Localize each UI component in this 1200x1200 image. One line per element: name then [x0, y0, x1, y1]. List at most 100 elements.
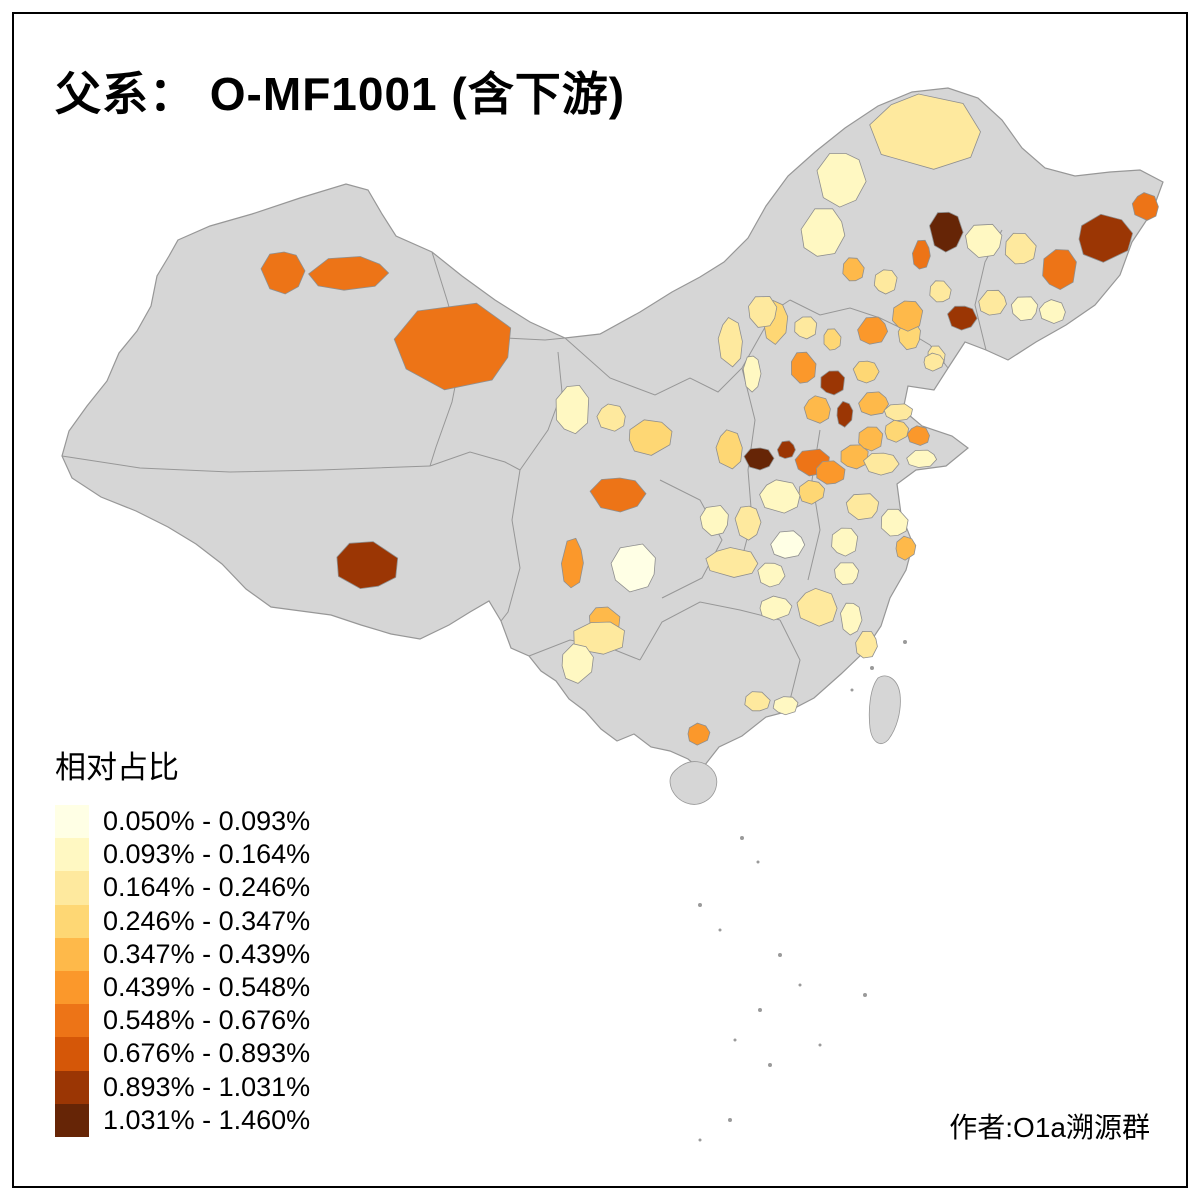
border-line	[789, 299, 949, 369]
map-region	[715, 429, 743, 470]
map-region	[895, 535, 917, 561]
map-region	[803, 395, 831, 424]
legend-item: 0.246% - 0.347%	[55, 904, 311, 938]
legend-title: 相对占比	[55, 750, 179, 785]
map-region	[628, 419, 673, 456]
legend-label: 0.548% - 0.676%	[103, 1005, 311, 1036]
legend-item: 0.050% - 0.093%	[55, 805, 311, 839]
islands	[669, 675, 901, 805]
page-title: 父系： O-MF1001 (含下游)	[55, 68, 626, 120]
border-line	[519, 351, 563, 471]
legend-label: 0.347% - 0.439%	[103, 938, 311, 969]
legend-label: 0.050% - 0.093%	[103, 806, 311, 837]
map-region	[840, 444, 869, 470]
map-region	[965, 223, 1003, 258]
sea-islands	[698, 640, 907, 1142]
map-region	[393, 302, 512, 391]
map-region	[800, 208, 846, 257]
border-line	[500, 469, 521, 622]
map-region	[742, 355, 762, 393]
author-credit: 作者:O1a溯源群	[949, 1112, 1150, 1143]
map-region	[759, 479, 801, 514]
legend-label: 0.439% - 0.548%	[103, 972, 311, 1003]
map-region	[560, 537, 584, 589]
border-line	[61, 455, 431, 473]
map-region	[891, 300, 924, 332]
hainan-island	[669, 761, 718, 805]
map-region	[929, 280, 952, 303]
legend-swatch	[55, 871, 89, 905]
map-region	[596, 403, 626, 432]
legend-swatch	[55, 1103, 89, 1137]
map-region	[794, 316, 818, 340]
map-region	[776, 440, 796, 459]
map-region	[857, 316, 889, 345]
map-region	[820, 370, 846, 396]
map-region	[845, 493, 880, 521]
legend-label: 0.246% - 0.347%	[103, 905, 311, 936]
map-region	[798, 479, 826, 505]
map-region	[823, 328, 842, 351]
map-region	[816, 460, 846, 485]
legend-item: 0.164% - 0.246%	[55, 871, 310, 905]
legend-item: 0.439% - 0.548%	[55, 970, 311, 1005]
map-region	[1131, 192, 1159, 221]
map-region	[770, 530, 806, 559]
map-region	[561, 643, 594, 684]
legend-item: 0.676% - 0.893%	[55, 1037, 311, 1071]
map-region	[336, 541, 399, 590]
map-region	[717, 316, 743, 368]
map-region	[869, 93, 981, 170]
map-region	[759, 595, 793, 621]
legend-swatch	[55, 1004, 89, 1038]
choropleth-regions	[260, 93, 1159, 746]
map-region	[852, 360, 880, 384]
map-region	[911, 239, 931, 270]
map-region	[836, 400, 854, 428]
legend-swatch	[55, 904, 89, 938]
map-region	[555, 384, 590, 435]
map-region	[831, 527, 859, 557]
map-region	[1010, 296, 1039, 322]
legend: 相对占比 0.050% - 0.093% 0.093% - 0.164% 0.1…	[55, 742, 310, 1137]
map-region	[790, 351, 817, 384]
map-region	[842, 257, 865, 282]
legend-label: 0.093% - 0.164%	[103, 839, 311, 870]
map-region	[589, 477, 647, 513]
map-region	[880, 508, 909, 537]
border-line	[639, 601, 781, 661]
legend-item: 0.893% - 1.031%	[55, 1070, 311, 1104]
legend-item: 0.347% - 0.439%	[55, 937, 311, 971]
taiwan-island	[868, 675, 901, 744]
legend-swatch	[55, 970, 89, 1005]
legend-swatch	[55, 1037, 89, 1071]
map-region	[834, 562, 860, 585]
legend-label: 1.031% - 1.460%	[103, 1104, 311, 1135]
map-region	[947, 305, 978, 331]
border-line	[429, 451, 521, 471]
legend-swatch	[55, 1070, 89, 1104]
map-region	[308, 256, 390, 291]
map-region	[743, 447, 775, 471]
border-line	[659, 479, 723, 599]
map-region	[734, 505, 762, 541]
legend-label: 0.676% - 0.893%	[103, 1038, 311, 1069]
map-region	[858, 391, 890, 416]
border-line	[779, 619, 801, 701]
legend-item: 1.031% - 1.460%	[55, 1103, 311, 1137]
map-region	[772, 696, 799, 716]
map-region	[757, 562, 786, 588]
legend-swatch	[55, 937, 89, 971]
legend-swatch	[55, 805, 89, 839]
map-region	[744, 691, 771, 712]
map-region	[855, 630, 878, 659]
map-region	[1078, 213, 1134, 263]
map-region	[748, 296, 778, 328]
map-region	[978, 289, 1007, 316]
legend-label: 0.893% - 1.031%	[103, 1071, 311, 1102]
map-region	[260, 251, 306, 295]
map-region	[610, 543, 656, 593]
map-region	[705, 547, 759, 578]
